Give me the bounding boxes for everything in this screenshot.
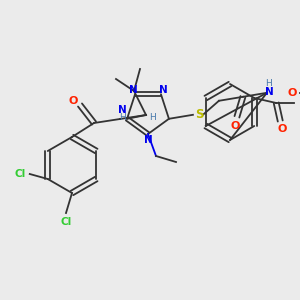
Text: O: O	[230, 121, 240, 131]
Text: H: H	[266, 79, 272, 88]
Text: N: N	[144, 135, 152, 145]
Text: H: H	[118, 112, 125, 122]
Text: O: O	[288, 88, 297, 98]
Text: N: N	[118, 105, 126, 115]
Text: S: S	[195, 108, 203, 121]
Text: N: N	[265, 87, 273, 97]
Text: Cl: Cl	[60, 217, 72, 227]
Text: N: N	[159, 85, 167, 95]
Text: O: O	[278, 124, 287, 134]
Text: H: H	[150, 113, 156, 122]
Text: N: N	[129, 85, 137, 95]
Text: O: O	[68, 96, 78, 106]
Text: Cl: Cl	[14, 169, 26, 179]
